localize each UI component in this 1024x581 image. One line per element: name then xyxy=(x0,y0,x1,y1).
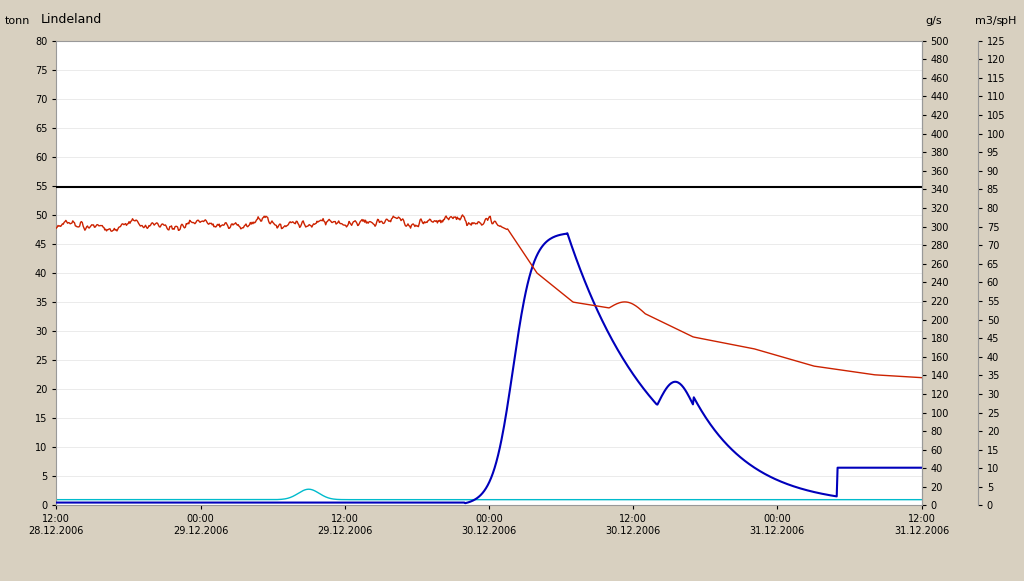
Text: g/s: g/s xyxy=(926,16,942,26)
Text: Lindeland: Lindeland xyxy=(41,13,102,26)
Text: pH: pH xyxy=(1001,16,1017,26)
Text: m3/s: m3/s xyxy=(975,16,1002,26)
Text: tonn: tonn xyxy=(5,16,31,26)
